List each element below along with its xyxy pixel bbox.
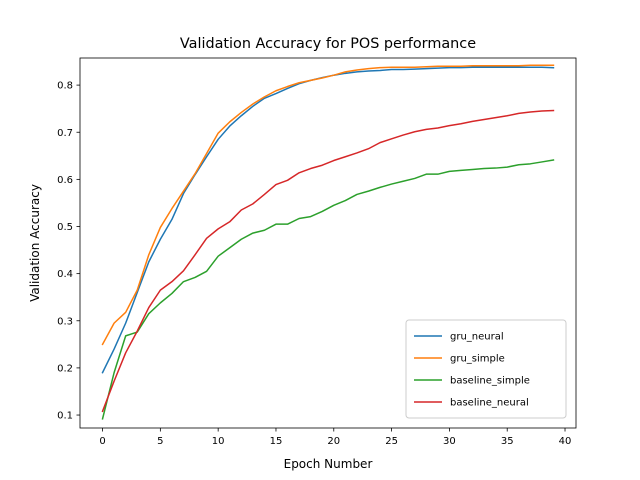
legend-box (405, 319, 567, 419)
y-axis-label: Validation Accuracy (28, 184, 42, 302)
legend-label-baseline-simple: baseline_simple (450, 376, 530, 387)
series-line-baseline-neural (101, 109, 555, 413)
x-tick-label: 35 (501, 436, 514, 447)
x-tick-label: 15 (270, 436, 283, 447)
x-tick-label: 0 (99, 436, 105, 447)
y-tick-label: 0.6 (57, 175, 73, 186)
y-tick-label: 0.2 (57, 364, 73, 375)
legend-label-gru-neural: gru_neural (450, 332, 504, 343)
legend-label-gru-simple: gru_simple (450, 354, 505, 365)
y-tick-label: 0.1 (57, 411, 73, 422)
y-tick-label: 0.5 (57, 222, 73, 233)
chart-title: Validation Accuracy for POS performance (180, 36, 476, 52)
x-tick-label: 10 (212, 436, 225, 447)
y-tick-label: 0.3 (57, 316, 73, 327)
x-tick-label: 25 (385, 436, 398, 447)
plot-frame (79, 57, 577, 429)
x-tick-label: 30 (443, 436, 456, 447)
series-line-gru-simple (101, 64, 555, 346)
legend: gru_neural gru_simple baseline_simplebasel… (405, 319, 567, 419)
series-line-baseline-simple (101, 159, 555, 420)
x-tick-label: 5 (157, 436, 163, 447)
y-tick-label: 0.7 (57, 128, 73, 139)
x-tick-label: 20 (327, 436, 340, 447)
x-axis: 0 5 10 15 20 25 30 35 40 (99, 428, 571, 447)
x-axis-label: Epoch Number (284, 457, 373, 471)
y-tick-label: 0.4 (57, 269, 73, 280)
legend-label-baseline-neural: baseline_neural (450, 398, 529, 409)
x-tick-label: 40 (559, 436, 572, 447)
y-axis: 0.1 0.2 0.3 0.4 0.5 0.6 0.7 0.8 (57, 81, 80, 422)
y-tick-label: 0.8 (57, 81, 73, 92)
plot-lines (101, 64, 555, 420)
